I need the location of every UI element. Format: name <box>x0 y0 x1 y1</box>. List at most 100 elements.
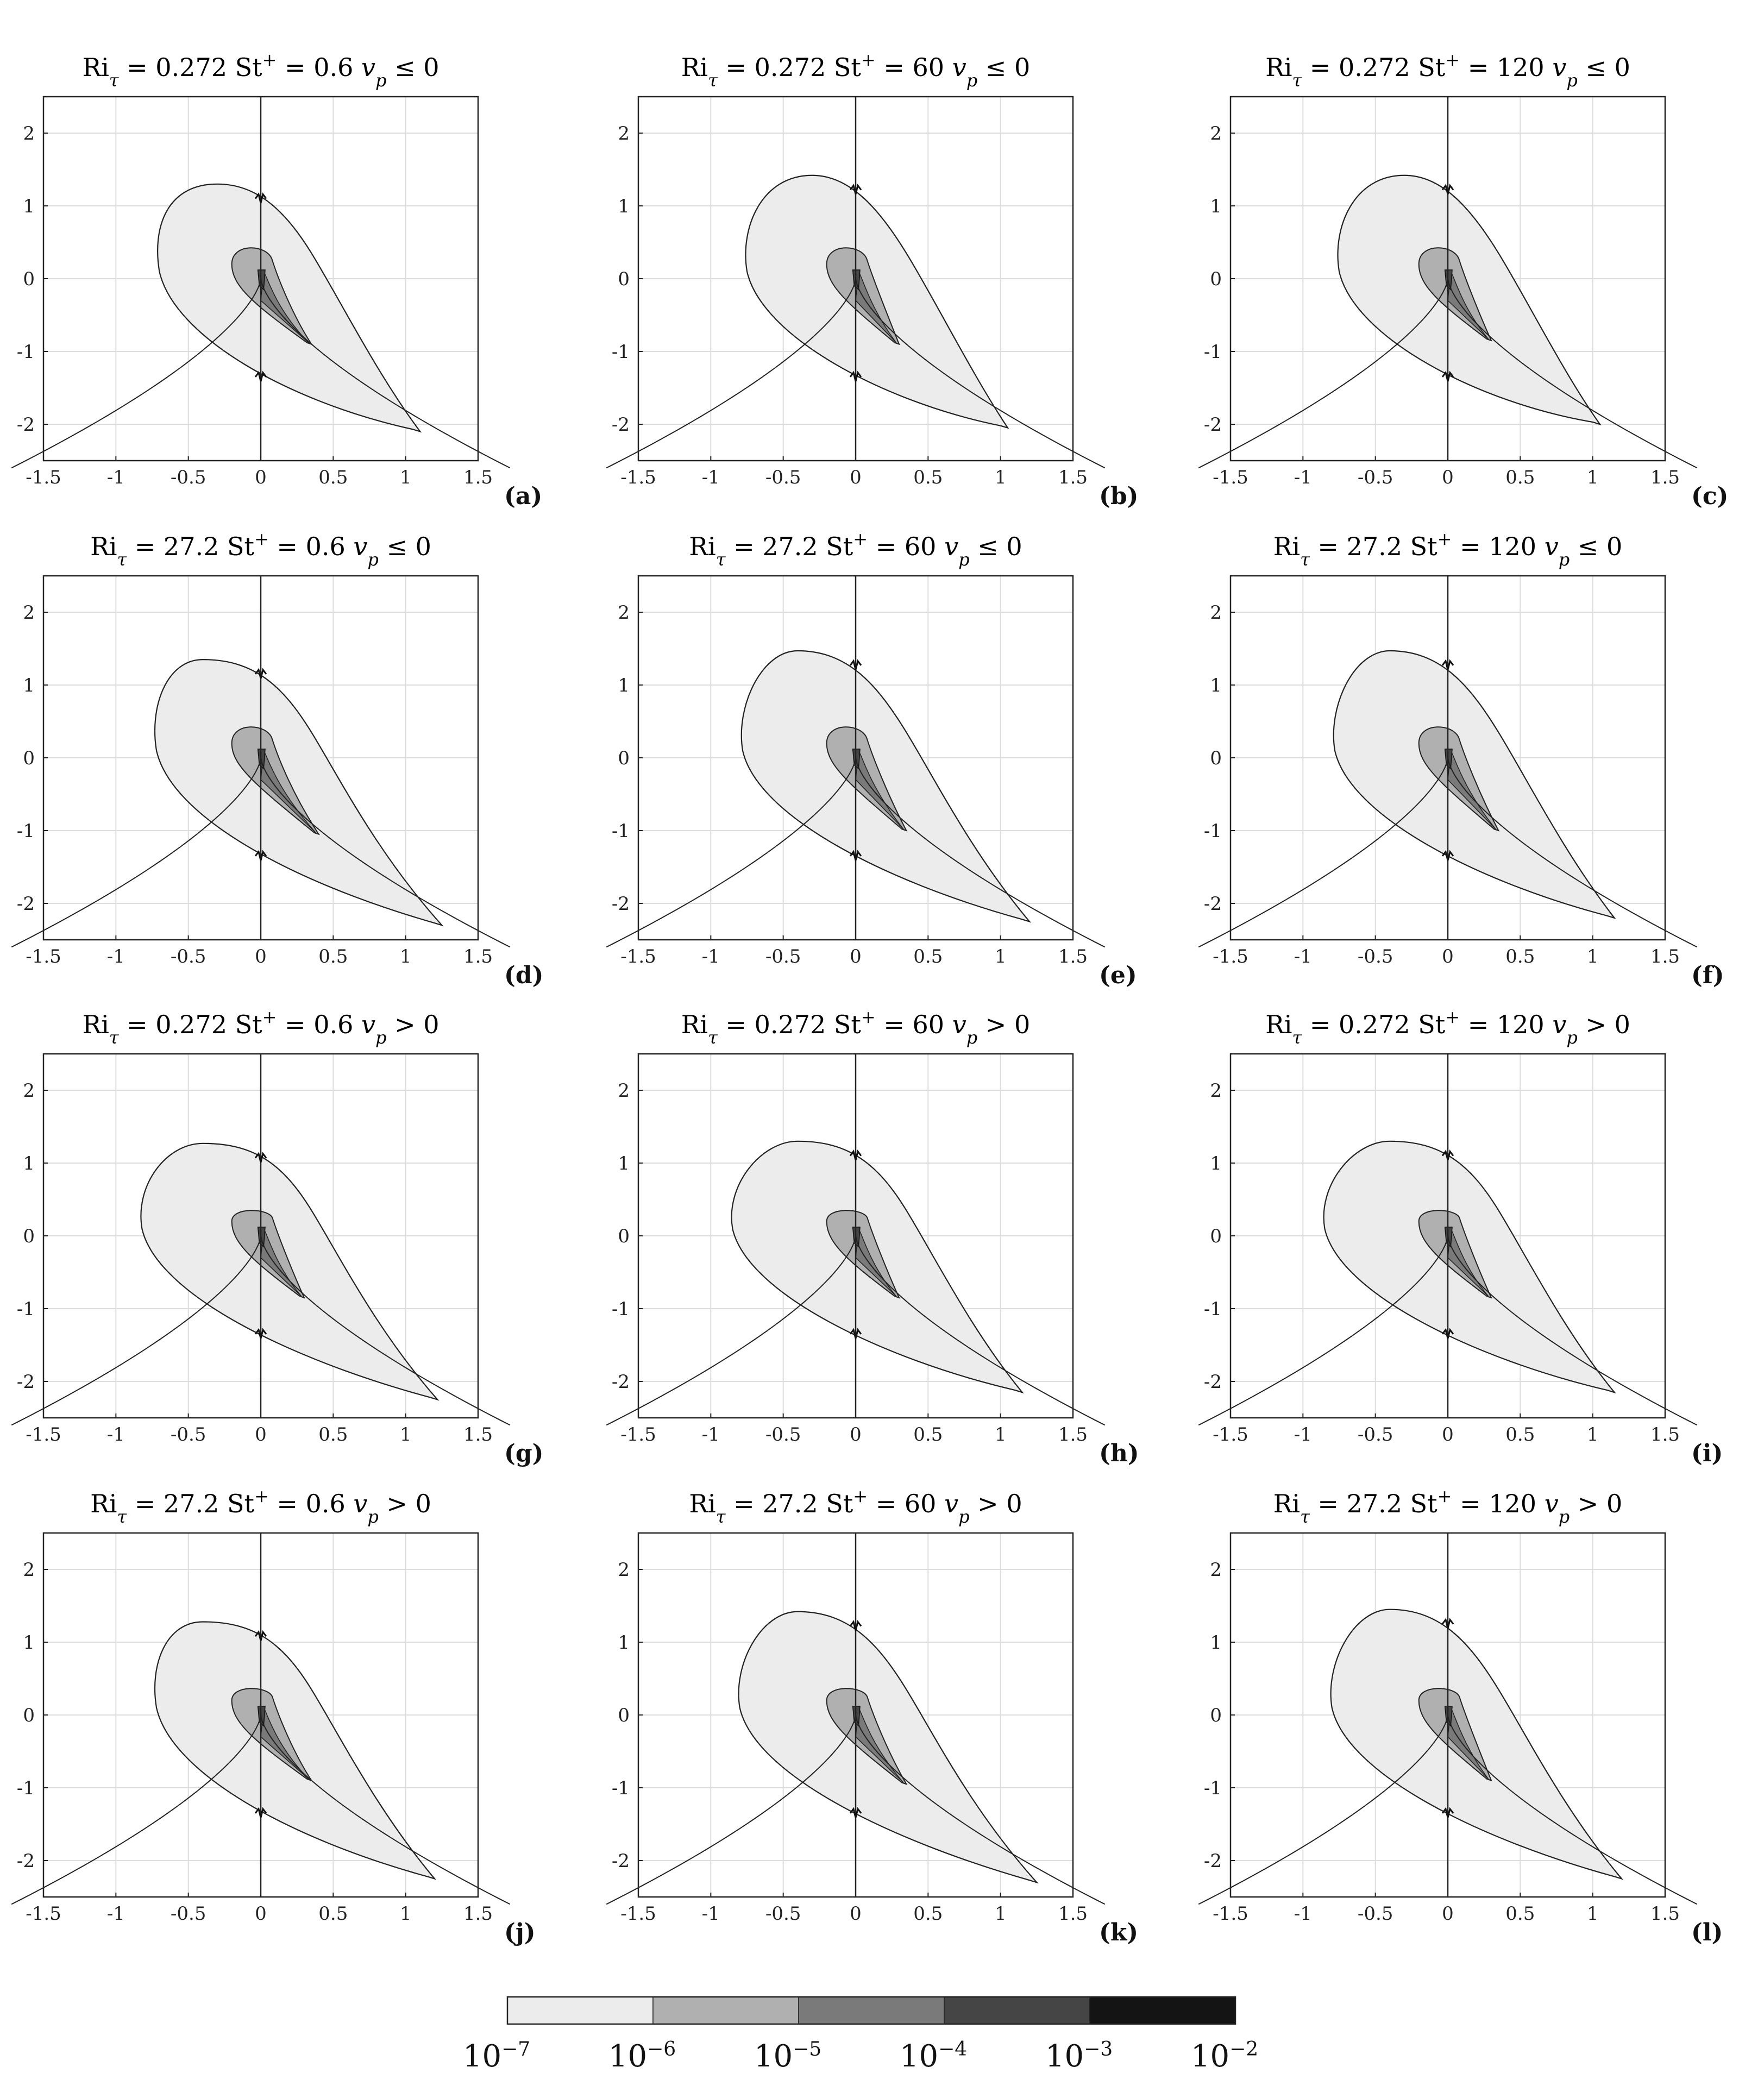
y-tick-label: 0 <box>23 1226 35 1247</box>
panel-title: Riτ = 27.2 St+ = 0.6 vp ≤ 0 <box>90 529 431 570</box>
x-tick-label: 1.5 <box>1058 1424 1088 1446</box>
y-tick-label: -1 <box>17 1298 35 1320</box>
x-tick-label: 0.5 <box>1505 946 1535 967</box>
contour-noise <box>254 850 267 861</box>
discriminant-curve-left <box>606 278 856 469</box>
y-tick-label: -1 <box>1204 1298 1222 1320</box>
y-tick-label: -2 <box>17 1371 35 1393</box>
x-tick-label: 1.5 <box>463 1903 493 1925</box>
y-tick-label: 1 <box>23 1153 35 1174</box>
y-tick-label: 1 <box>1210 196 1222 217</box>
y-tick-label: 0 <box>1210 268 1222 290</box>
x-tick-label: 0.5 <box>1505 467 1535 488</box>
x-tick-label: -0.5 <box>171 467 206 488</box>
y-tick-label: 1 <box>1210 1632 1222 1654</box>
y-tick-label: 2 <box>618 602 630 624</box>
contour-noise <box>849 659 862 670</box>
y-tick-label: -2 <box>17 1850 35 1872</box>
x-tick-label: -1.5 <box>26 1903 61 1925</box>
x-tick-label: 0 <box>255 946 267 967</box>
y-tick-label: 2 <box>23 123 35 144</box>
discriminant-curve-left <box>1198 278 1448 469</box>
colorbar-segment <box>652 1996 799 2025</box>
x-tick-label: 1.5 <box>1058 946 1088 967</box>
x-tick-label: 0 <box>1442 946 1454 967</box>
x-tick-label: -1.5 <box>1213 1903 1248 1925</box>
x-tick-label: 1.5 <box>1058 1903 1088 1925</box>
x-tick-label: 1.5 <box>463 1424 493 1446</box>
y-tick-label: 1 <box>23 675 35 696</box>
panel-g: Riτ = 0.272 St+ = 0.6 vp > 0 -1.5 -1 -0.5 0 0… <box>11 1007 543 1467</box>
contour-noise <box>254 1807 267 1818</box>
discriminant-curve-right <box>855 757 1106 948</box>
x-tick-label: -0.5 <box>171 1903 206 1925</box>
y-tick-label: -1 <box>17 820 35 842</box>
x-tick-label: 0.5 <box>913 1903 943 1925</box>
panel-label: (j) <box>504 1919 536 1946</box>
x-tick-label: -1 <box>1294 467 1312 488</box>
x-tick-label: -0.5 <box>171 946 206 967</box>
y-tick-label: 1 <box>23 1632 35 1654</box>
contour-noise <box>1441 370 1454 382</box>
x-tick-label: -1 <box>1294 946 1312 967</box>
y-tick-label: -1 <box>612 1298 630 1320</box>
panel-b: Riτ = 0.272 St+ = 60 vp ≤ 0 -1.5 -1 -0.5 0 0.… <box>606 49 1138 510</box>
y-tick-label: 1 <box>618 196 630 217</box>
panel-label: (d) <box>504 962 543 989</box>
discriminant-curve-left <box>1198 1235 1448 1426</box>
contour-noise <box>1441 1618 1454 1629</box>
y-tick-label: 2 <box>618 1559 630 1581</box>
x-tick-label: 0.5 <box>913 467 943 488</box>
y-tick-label: -2 <box>1204 893 1222 915</box>
x-tick-label: -1 <box>107 1903 125 1925</box>
x-tick-label: -1.5 <box>26 1424 61 1446</box>
x-tick-label: 0.5 <box>318 946 348 967</box>
discriminant-curve-right <box>855 1714 1106 1905</box>
colorbar-segment <box>507 1996 654 2025</box>
discriminant-curve-right <box>260 1235 511 1426</box>
x-tick-label: 0 <box>255 1903 267 1925</box>
colorbar-tick-label: 10−7 <box>463 2038 530 2075</box>
y-tick-label: -2 <box>612 414 630 436</box>
panel-k: Riτ = 27.2 St+ = 60 vp > 0 -1.5 -1 -0.5 0 0.5… <box>606 1486 1138 1946</box>
panel-j: Riτ = 27.2 St+ = 0.6 vp > 0 -1.5 -1 -0.5 0 0.… <box>11 1486 536 1946</box>
x-tick-label: 1.5 <box>1650 946 1680 967</box>
y-tick-label: -1 <box>612 820 630 842</box>
x-tick-label: -1.5 <box>1213 467 1248 488</box>
panel-label: (k) <box>1099 1919 1138 1946</box>
x-tick-label: 1 <box>400 946 412 967</box>
contour-noise <box>1441 1328 1454 1339</box>
y-tick-label: 2 <box>1210 1080 1222 1102</box>
discriminant-curve-right <box>260 757 511 948</box>
x-tick-label: 1 <box>400 467 412 488</box>
x-tick-label: 1 <box>995 1903 1007 1925</box>
x-tick-label: 1 <box>1587 946 1599 967</box>
x-tick-label: -1.5 <box>26 946 61 967</box>
contour-level-1 <box>154 658 444 927</box>
x-tick-label: 1.5 <box>463 467 493 488</box>
discriminant-curve-right <box>1447 278 1698 469</box>
x-tick-label: -0.5 <box>171 1424 206 1446</box>
y-tick-label: -1 <box>17 341 35 363</box>
panel-title: Riτ = 27.2 St+ = 0.6 vp > 0 <box>90 1486 431 1527</box>
panel-grid: Riτ = 0.272 St+ = 0.6 vp ≤ 0 -1.5 -1 -0.5 0 0… <box>11 49 1728 1946</box>
panel-label: (e) <box>1099 962 1137 989</box>
discriminant-curve-right <box>260 1714 511 1905</box>
contour-noise <box>1441 184 1454 194</box>
discriminant-curve-right <box>1447 1235 1698 1426</box>
y-tick-label: 0 <box>23 1705 35 1726</box>
y-tick-label: -2 <box>612 893 630 915</box>
contour-noise <box>849 1149 862 1160</box>
y-tick-label: 0 <box>618 1226 630 1247</box>
panel-e: Riτ = 27.2 St+ = 60 vp ≤ 0 -1.5 -1 -0.5 0 0.5… <box>606 529 1137 989</box>
contour-noise <box>849 184 862 194</box>
contour-noise <box>849 1620 862 1631</box>
y-tick-label: 0 <box>618 1705 630 1726</box>
panel-label: (h) <box>1099 1440 1139 1467</box>
contour-noise <box>254 370 267 382</box>
y-tick-label: 1 <box>1210 1153 1222 1174</box>
discriminant-curve-left <box>11 1235 261 1426</box>
contour-noise <box>254 1630 267 1641</box>
x-tick-label: 0.5 <box>318 1903 348 1925</box>
y-tick-label: 0 <box>1210 1226 1222 1247</box>
